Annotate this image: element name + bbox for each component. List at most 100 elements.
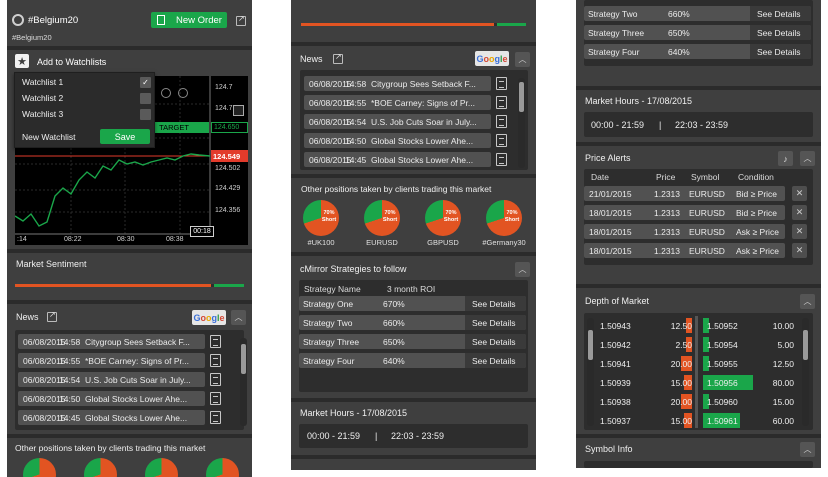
strategy-row: Strategy One 670% See Details	[299, 296, 526, 311]
see-details-button[interactable]: See Details	[465, 315, 526, 330]
document-icon[interactable]	[496, 96, 507, 109]
target-label: TARGET	[139, 122, 209, 133]
price-chart[interactable]: TARGET 124.650 124.549 124.7 124.7 124.5…	[14, 76, 248, 245]
news-item[interactable]: 06/08/2015 14:55 *BOE Carney: Signs of Pr.…	[304, 95, 491, 110]
section-title: Market Hours - 17/08/2015	[585, 96, 693, 106]
ask-price[interactable]: 1.50961	[707, 416, 738, 426]
collapse-icon[interactable]: ︿	[515, 262, 530, 277]
news-time: 14:54	[59, 374, 81, 385]
position-side: Short	[321, 217, 337, 223]
popout-icon[interactable]	[236, 14, 246, 26]
bid-volume-bar	[681, 356, 692, 371]
checkbox[interactable]	[140, 92, 151, 104]
check-icon[interactable]: ✓	[140, 76, 151, 88]
see-details-button[interactable]: See Details	[465, 334, 526, 349]
news-item[interactable]: 06/08/2015 14:58 Citygroup Sees Setback F.…	[18, 334, 205, 349]
collapse-icon[interactable]: ︿	[231, 310, 246, 325]
collapse-icon[interactable]: ︿	[800, 442, 815, 457]
position-symbol: EURUSD	[366, 238, 398, 247]
bell-icon[interactable]: ♪	[778, 151, 793, 166]
chart-tool-icon[interactable]	[178, 88, 188, 98]
popout-icon[interactable]	[333, 52, 343, 64]
bid-price[interactable]: 1.50943	[600, 321, 631, 331]
collapse-icon[interactable]: ︿	[800, 294, 815, 309]
divider	[576, 142, 821, 146]
price-alerts-header: Price Alerts ♪ ︿	[576, 147, 821, 169]
see-details-button[interactable]: See Details	[465, 353, 526, 368]
bid-volume: 2.50	[675, 340, 692, 350]
news-item[interactable]: 06/08/2015 14:50 Global Stocks Lower Ahe..…	[304, 133, 491, 148]
bid-price[interactable]: 1.50939	[600, 378, 631, 388]
document-icon[interactable]	[496, 134, 507, 147]
strategy-name: Strategy One	[303, 298, 354, 309]
collapse-icon[interactable]: ︿	[800, 151, 815, 166]
chart-tool-icon[interactable]	[161, 88, 171, 98]
watchlist-item[interactable]: Watchlist 3	[22, 107, 153, 121]
delete-alert-icon[interactable]: ✕	[792, 224, 807, 239]
news-headline: Global Stocks Lower Ahe...	[371, 135, 474, 146]
collapse-icon[interactable]: ︿	[515, 52, 530, 67]
depth-scrollbar-right[interactable]	[802, 318, 809, 426]
news-scrollbar[interactable]	[518, 78, 525, 168]
news-date: 06/08/2015	[23, 355, 66, 366]
section-title: Price Alerts	[585, 153, 631, 163]
section-title: News	[16, 312, 39, 322]
strategy-row: Strategy Two 660% See Details	[584, 6, 811, 21]
ask-price[interactable]: 1.50960	[707, 397, 738, 407]
document-icon[interactable]	[210, 354, 221, 367]
bid-price[interactable]: 1.50937	[600, 416, 631, 426]
document-icon[interactable]	[210, 411, 221, 424]
add-to-watchlists-toggle[interactable]: ★ Add to Watchlists	[7, 50, 252, 72]
alert-date: 18/01/2015	[589, 245, 632, 256]
document-icon[interactable]	[496, 77, 507, 90]
popout-icon[interactable]	[47, 310, 57, 322]
new-order-button[interactable]: New Order	[151, 12, 227, 28]
news-item[interactable]: 06/08/2015 14:45 Global Stocks Lower Ahe..…	[18, 410, 205, 425]
ask-volume: 60.00	[772, 416, 794, 426]
ask-price[interactable]: 1.50956	[707, 378, 738, 388]
news-item[interactable]: 06/08/2015 14:54 U.S. Job Cuts Soar in Jul…	[18, 372, 205, 387]
document-icon[interactable]	[496, 153, 507, 166]
see-details-button[interactable]: See Details	[750, 6, 811, 21]
depth-divider	[695, 316, 698, 428]
see-details-button[interactable]: See Details	[465, 296, 526, 311]
news-date: 06/08/2015	[309, 116, 352, 127]
add-to-watchlists-label: Add to Watchlists	[37, 57, 107, 67]
position-pct: 70%	[323, 210, 335, 216]
news-item[interactable]: 06/08/2015 14:58 Citygroup Sees Setback F.…	[304, 76, 491, 91]
watchlist-item[interactable]: Watchlist 1 ✓	[22, 75, 153, 89]
chart-settings-icon[interactable]	[233, 105, 244, 116]
document-icon[interactable]	[210, 335, 221, 348]
market-sentiment-header: Market Sentiment	[7, 253, 252, 275]
news-time: 14:55	[345, 97, 367, 108]
news-scrollbar[interactable]	[240, 338, 247, 426]
depth-scrollbar-left[interactable]	[587, 318, 594, 426]
see-details-button[interactable]: See Details	[750, 25, 811, 40]
news-item[interactable]: 06/08/2015 14:45 Global Stocks Lower Ahe..…	[304, 152, 491, 167]
news-item[interactable]: 06/08/2015 14:50 Global Stocks Lower Ahe..…	[18, 391, 205, 406]
bid-price[interactable]: 1.50941	[600, 359, 631, 369]
document-icon[interactable]	[210, 392, 221, 405]
see-details-button[interactable]: See Details	[750, 44, 811, 59]
save-button[interactable]: Save	[100, 129, 150, 144]
document-icon[interactable]	[496, 115, 507, 128]
ask-price[interactable]: 1.50952	[707, 321, 738, 331]
news-time: 14:54	[345, 116, 367, 127]
watchlist-item[interactable]: Watchlist 2	[22, 91, 153, 105]
delete-alert-icon[interactable]: ✕	[792, 205, 807, 220]
delete-alert-icon[interactable]: ✕	[792, 243, 807, 258]
bid-volume: 12.50	[670, 321, 692, 331]
ask-price[interactable]: 1.50955	[707, 359, 738, 369]
bid-price[interactable]: 1.50942	[600, 340, 631, 350]
news-item[interactable]: 06/08/2015 14:54 U.S. Job Cuts Soar in Jul…	[304, 114, 491, 129]
sentiment-long-bar	[497, 23, 526, 26]
bid-price[interactable]: 1.50938	[600, 397, 631, 407]
document-icon[interactable]	[210, 373, 221, 386]
target-price-label: 124.650	[211, 122, 248, 133]
checkbox[interactable]	[140, 108, 151, 120]
news-item[interactable]: 06/08/2015 14:55 *BOE Carney: Signs of Pr.…	[18, 353, 205, 368]
delete-alert-icon[interactable]: ✕	[792, 186, 807, 201]
ask-price[interactable]: 1.50954	[707, 340, 738, 350]
new-watchlist-input[interactable]: New Watchlist	[22, 132, 76, 142]
